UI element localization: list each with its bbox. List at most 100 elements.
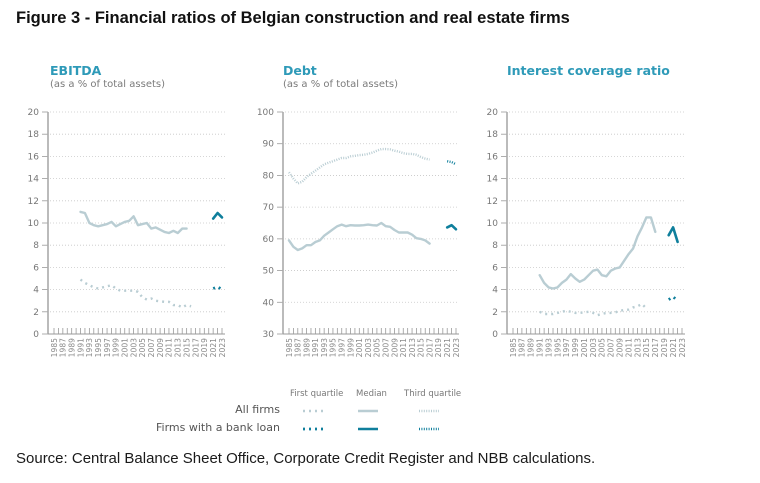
y-tick-label: 18 (487, 130, 499, 140)
x-tick-label: 1993 (85, 338, 94, 357)
x-tick-label: 1987 (518, 338, 527, 357)
legend-header-third-quartile: Third quartile (404, 389, 462, 399)
y-tick-label: 80 (263, 171, 275, 181)
x-tick-label: 2013 (174, 338, 183, 357)
y-tick-label: 20 (28, 108, 40, 118)
x-tick-label: 1985 (285, 338, 294, 357)
x-tick-label: 1985 (50, 338, 59, 357)
x-tick-label: 2011 (624, 338, 633, 357)
y-tick-label: 10 (487, 219, 499, 229)
bank-loan-q1-line (212, 285, 223, 291)
x-tick-label: 2021 (443, 338, 452, 357)
x-tick-label: 2013 (408, 338, 417, 357)
x-tick-label: 2003 (589, 338, 598, 357)
x-tick-label: 2019 (660, 338, 669, 357)
x-tick-label: 1989 (67, 338, 76, 357)
x-tick-label: 2013 (633, 338, 642, 357)
y-tick-label: 0 (492, 330, 498, 340)
x-tick-label: 1995 (94, 338, 103, 357)
legend-row-bank-loan: Firms with a bank loan (156, 421, 280, 434)
x-tick-label: 1991 (76, 338, 85, 357)
x-tick-label: 1991 (311, 338, 320, 357)
all-firms-median-line (287, 221, 431, 252)
x-tick-label: 1997 (103, 338, 112, 357)
x-tick-label: 2005 (373, 338, 382, 357)
x-tick-label: 1995 (553, 338, 562, 357)
y-tick-label: 20 (487, 108, 499, 118)
x-tick-label: 2005 (598, 338, 607, 357)
y-tick-label: 8 (33, 241, 39, 251)
y-tick-label: 12 (28, 197, 39, 207)
icr-panel-title: Interest coverage ratio (507, 63, 670, 78)
y-tick-label: 10 (28, 219, 40, 229)
legend-header-first-quartile: First quartile (290, 389, 344, 399)
x-tick-label: 2017 (425, 338, 434, 357)
x-tick-label: 2007 (381, 338, 390, 357)
all-firms-median-line (538, 216, 657, 290)
x-tick-label: 2023 (678, 338, 687, 357)
y-tick-label: 18 (28, 130, 40, 140)
x-tick-label: 2019 (434, 338, 443, 357)
source-note: Source: Central Balance Sheet Office, Co… (16, 450, 596, 467)
x-tick-label: 2005 (138, 338, 147, 357)
x-tick-label: 1987 (294, 338, 303, 357)
x-tick-label: 2003 (129, 338, 138, 357)
x-tick-label: 1993 (544, 338, 553, 357)
debt-panel-subtitle: (as a % of total assets) (283, 79, 398, 90)
figure-title: Figure 3 - Financial ratios of Belgian c… (16, 9, 570, 27)
x-tick-label: 1997 (338, 338, 347, 357)
y-tick-label: 2 (33, 308, 39, 318)
y-tick-label: 12 (487, 197, 498, 207)
x-tick-label: 2009 (156, 338, 165, 357)
ebitda-panel-subtitle: (as a % of total assets) (50, 79, 165, 90)
x-tick-label: 2007 (147, 338, 156, 357)
y-tick-label: 40 (263, 298, 275, 308)
y-tick-label: 16 (487, 152, 499, 162)
x-tick-label: 1993 (320, 338, 329, 357)
x-tick-label: 1989 (527, 338, 536, 357)
x-tick-label: 2011 (399, 338, 408, 357)
x-tick-label: 2007 (607, 338, 616, 357)
x-tick-label: 1997 (562, 338, 571, 357)
y-tick-label: 4 (33, 286, 39, 296)
x-tick-label: 2023 (452, 338, 461, 357)
x-tick-label: 2003 (364, 338, 373, 357)
x-tick-label: 1999 (112, 338, 121, 357)
debt-panel-title: Debt (283, 63, 317, 78)
x-tick-label: 1999 (346, 338, 355, 357)
x-tick-label: 2009 (616, 338, 625, 357)
x-tick-label: 2015 (417, 338, 426, 357)
x-tick-label: 1987 (59, 338, 68, 357)
y-tick-label: 16 (28, 152, 40, 162)
x-tick-label: 2001 (355, 338, 364, 357)
x-tick-label: 2019 (200, 338, 209, 357)
x-tick-label: 2021 (669, 338, 678, 357)
x-tick-label: 2015 (182, 338, 191, 357)
x-tick-label: 1985 (509, 338, 518, 357)
x-tick-label: 2017 (651, 338, 660, 357)
ebitda-panel-title: EBITDA (50, 63, 102, 78)
x-tick-label: 2009 (390, 338, 399, 357)
x-tick-label: 1999 (571, 338, 580, 357)
x-tick-label: 1995 (329, 338, 338, 357)
bank-loan-median-line (211, 211, 224, 220)
x-tick-label: 2015 (642, 338, 651, 357)
legend-row-all-firms: All firms (235, 403, 280, 416)
x-tick-label: 2001 (121, 338, 130, 357)
x-tick-label: 2023 (218, 338, 227, 357)
legend-header-median: Median (356, 389, 387, 399)
x-tick-label: 2017 (191, 338, 200, 357)
y-tick-label: 0 (33, 330, 39, 340)
y-tick-label: 14 (28, 175, 40, 185)
y-tick-label: 30 (263, 330, 275, 340)
y-tick-label: 100 (257, 108, 274, 118)
bank-loan-q1-line (667, 295, 679, 302)
y-tick-label: 6 (492, 263, 498, 273)
all-firms-median-line (79, 210, 188, 235)
y-tick-label: 90 (263, 140, 275, 150)
y-tick-label: 8 (492, 241, 498, 251)
